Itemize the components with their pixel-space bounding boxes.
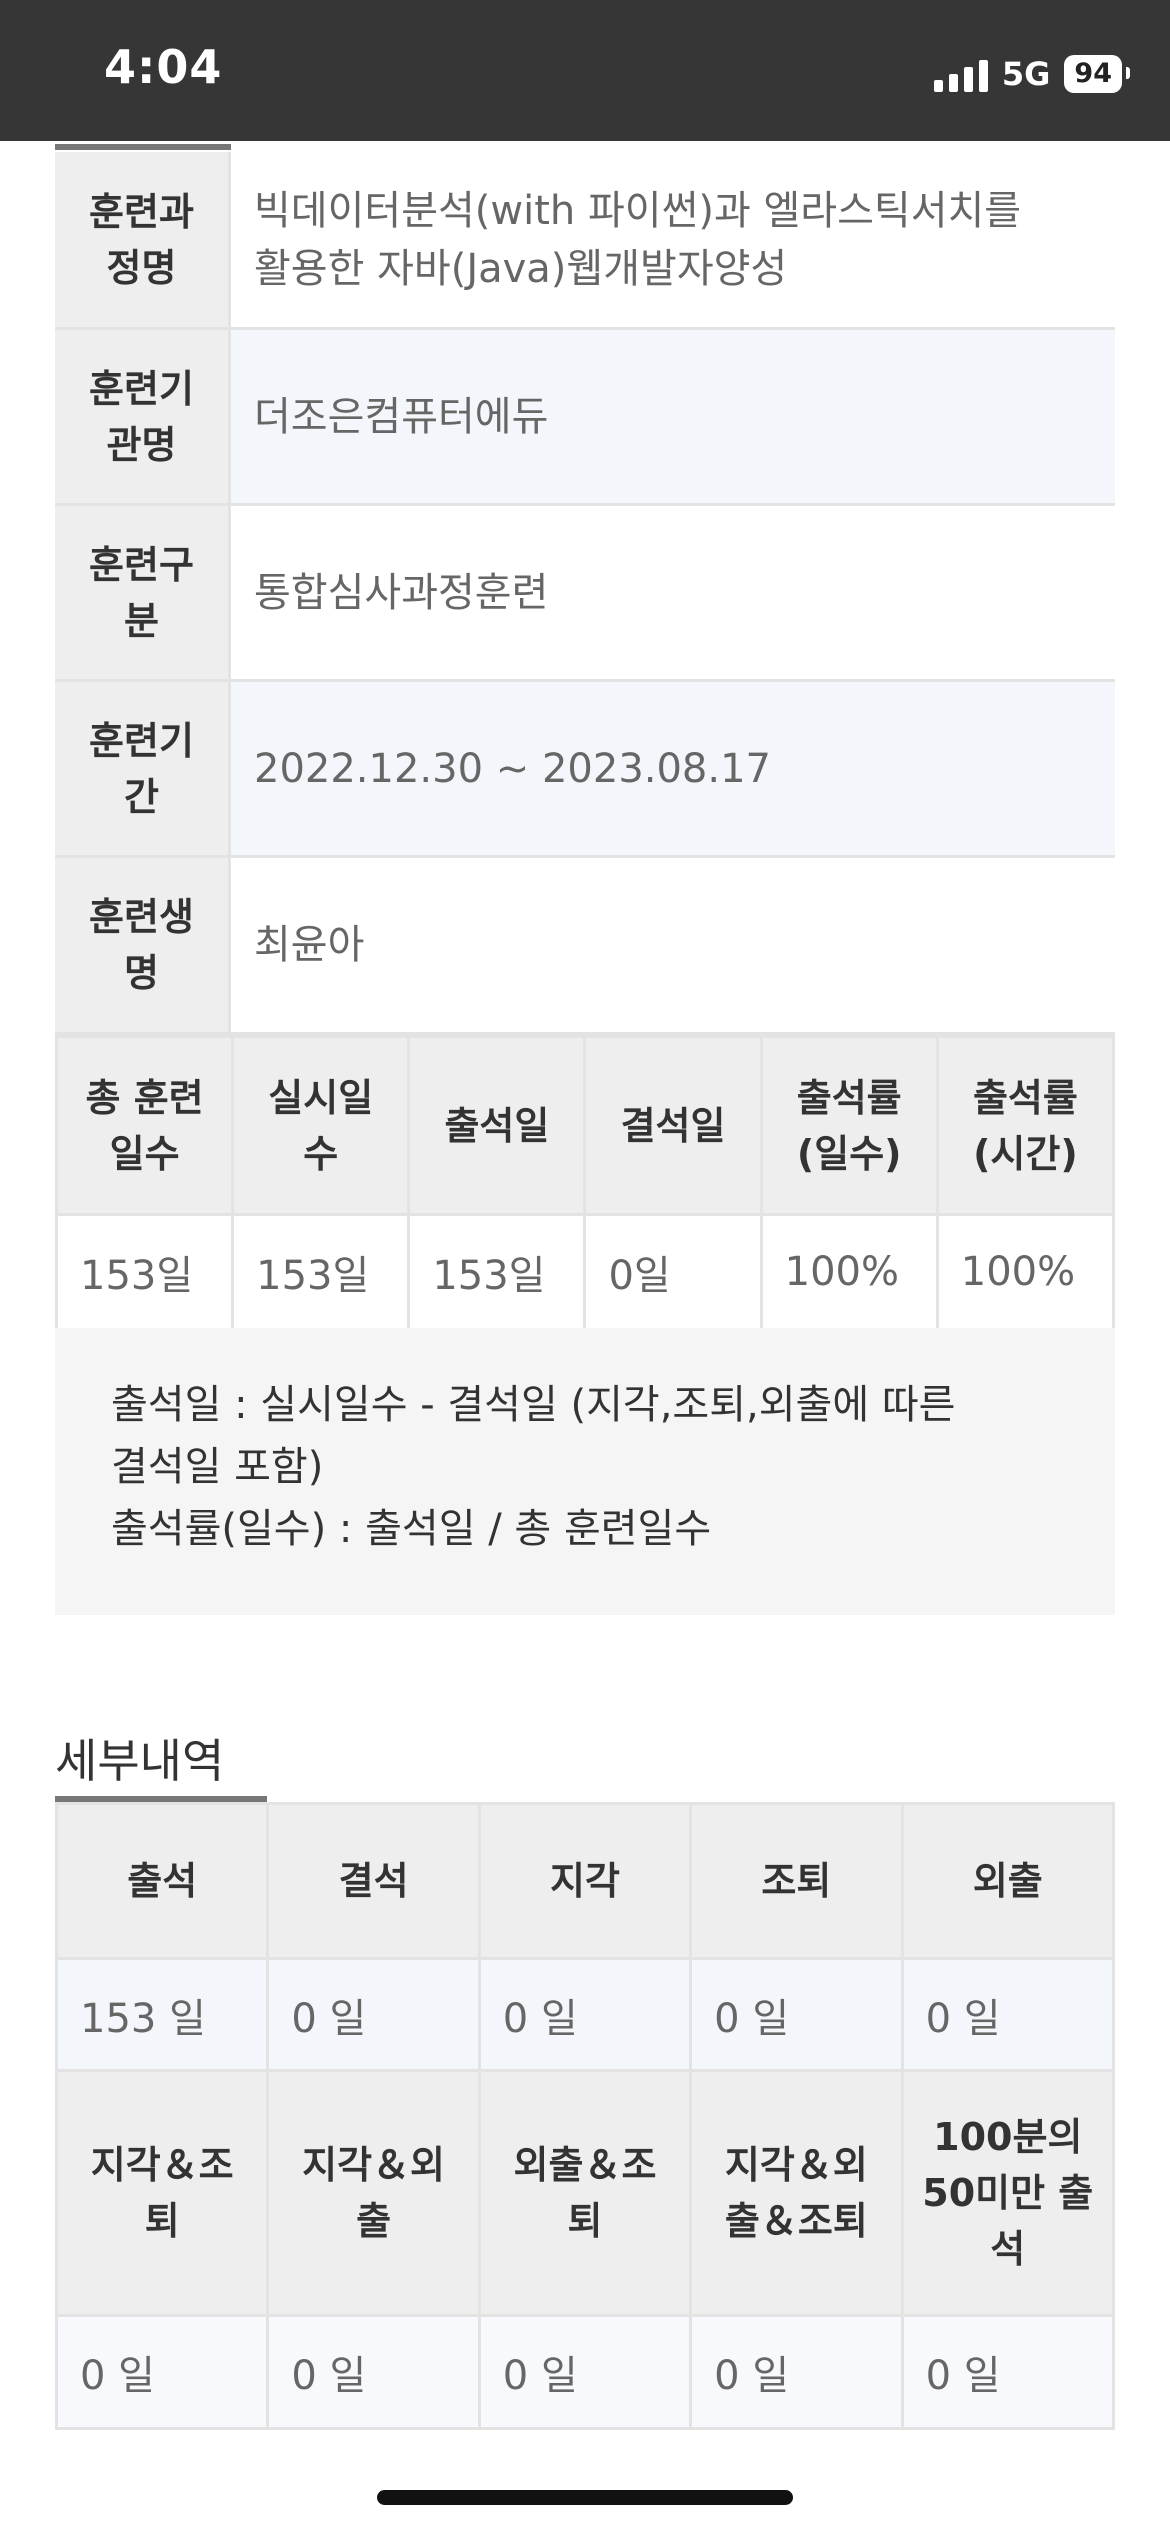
network-label: 5G	[1001, 55, 1051, 93]
info-value: 빅데이터분석(with 파이썬)과 엘라스틱서치를 활용한 자바(Java)웹개…	[231, 152, 1115, 327]
info-label-line: 간	[124, 774, 159, 819]
info-label-line: 명	[124, 951, 159, 995]
battery-icon: 94	[1064, 55, 1130, 93]
note-line: 출석률(일수) : 출석일 / 총 훈련일수	[111, 1506, 712, 1552]
info-row-institution: 훈련기 관명 더조은컴퓨터에듀	[55, 330, 1115, 506]
info-row-course-name: 훈련과 정명 빅데이터분석(with 파이썬)과 엘라스틱서치를 활용한 자바(…	[55, 152, 1115, 330]
detail-value: 153 일	[54, 1957, 270, 2072]
stats-header-rate-hours: 출석률 (시간)	[935, 1035, 1116, 1216]
info-label: 훈련기 관명	[55, 330, 231, 503]
detail-value-row-2: 0 일 0 일 0 일 0 일 0 일	[54, 2314, 1116, 2430]
info-label-line: 훈련기	[89, 718, 194, 763]
detail-header-late-early: 지각＆조 퇴	[54, 2069, 270, 2317]
detail-value: 0 일	[54, 2314, 270, 2430]
info-value: 2022.12.30 ~ 2023.08.17	[231, 682, 1115, 855]
detail-value: 0 일	[900, 2314, 1116, 2430]
attendance-stats-table: 총 훈련 일수 실시일 수 출석일 결석일 출석률 (일수) 출석률 (시간) 153일…	[54, 1035, 1116, 1331]
stats-header-total-days: 총 훈련 일수	[54, 1035, 235, 1216]
detail-table: 출석 결석 지각 조퇴 외출 153 일 0 일 0 일 0 일 0 일 지각＆…	[54, 1802, 1116, 2430]
home-indicator[interactable]	[377, 2490, 793, 2505]
detail-value: 0 일	[689, 2314, 904, 2430]
detail-value: 0 일	[477, 1957, 693, 2072]
detail-value: 0 일	[689, 1957, 904, 2072]
detail-value: 0 일	[266, 1957, 481, 2072]
course-info-table: 훈련과 정명 빅데이터분석(with 파이썬)과 엘라스틱서치를 활용한 자바(…	[55, 152, 1115, 1035]
info-label-line: 훈련구	[89, 542, 194, 587]
stats-value-row: 153일 153일 153일 0일 100% 100%	[54, 1213, 1116, 1331]
detail-value-row: 153 일 0 일 0 일 0 일 0 일	[54, 1957, 1116, 2072]
stats-value: 100%	[759, 1213, 939, 1331]
detail-header-attend: 출석	[54, 1802, 270, 1960]
stats-value: 153일	[54, 1213, 235, 1331]
info-row-trainee: 훈련생 명 최윤아	[55, 858, 1115, 1035]
info-label-line: 훈련생	[89, 895, 194, 939]
detail-header-absent: 결석	[266, 1802, 481, 1960]
info-row-type: 훈련구 분 통합심사과정훈련	[55, 506, 1115, 682]
info-value-line: 빅데이터분석(with 파이썬)과 엘라스틱서치를	[254, 187, 1022, 234]
note-line: 출석일 : 실시일수 - 결석일 (지각,조퇴,외출에 따른	[111, 1382, 956, 1428]
status-time: 4:04	[104, 40, 223, 94]
info-label-line: 분	[124, 598, 159, 643]
info-label-line: 훈련과	[89, 189, 194, 234]
detail-section-title: 세부내역	[55, 1734, 225, 1788]
detail-header-late: 지각	[477, 1802, 693, 1960]
stats-value: 100%	[935, 1213, 1116, 1331]
info-row-period: 훈련기 간 2022.12.30 ~ 2023.08.17	[55, 682, 1115, 858]
info-label-line: 훈련기	[89, 366, 194, 411]
stats-header-held-days: 실시일 수	[231, 1035, 411, 1216]
info-label: 훈련기 간	[55, 682, 231, 855]
stats-value: 153일	[231, 1213, 411, 1331]
detail-value: 0 일	[266, 2314, 481, 2430]
detail-header-outing-early: 외출＆조 퇴	[477, 2069, 693, 2317]
status-right: 5G 94	[933, 52, 1130, 96]
stats-header-row: 총 훈련 일수 실시일 수 출석일 결석일 출석률 (일수) 출석률 (시간)	[54, 1035, 1116, 1216]
detail-header-outing: 외출	[900, 1802, 1116, 1960]
attendance-note: 출석일 : 실시일수 - 결석일 (지각,조퇴,외출에 따른 결석일 포함) 출…	[55, 1328, 1115, 1615]
stats-value: 153일	[407, 1213, 587, 1331]
info-value: 최윤아	[254, 922, 365, 968]
detail-header-early-leave: 조퇴	[689, 1802, 904, 1960]
stats-header-rate-days: 출석률 (일수)	[759, 1035, 939, 1216]
detail-title-underline	[55, 1796, 267, 1802]
info-top-accent	[55, 144, 231, 150]
info-label-line: 관명	[106, 422, 177, 467]
signal-icon	[933, 56, 988, 92]
info-label: 훈련구 분	[55, 506, 231, 679]
stats-value: 0일	[583, 1213, 763, 1331]
note-line: 결석일 포함)	[111, 1444, 324, 1490]
status-bar: 4:04 5G 94	[0, 0, 1170, 141]
detail-header-row: 출석 결석 지각 조퇴 외출	[54, 1802, 1116, 1960]
info-label: 훈련과 정명	[55, 152, 231, 327]
info-value: 더조은컴퓨터에듀	[231, 330, 1115, 503]
detail-value: 0 일	[900, 1957, 1116, 2072]
stats-header-attended: 출석일	[407, 1035, 587, 1216]
detail-value: 0 일	[477, 2314, 693, 2430]
stats-header-absent: 결석일	[583, 1035, 763, 1216]
info-label-line: 정명	[106, 245, 177, 290]
info-value: 통합심사과정훈련	[254, 569, 549, 616]
detail-header-late-outing-early: 지각＆외 출＆조퇴	[689, 2069, 904, 2317]
info-label: 훈련생 명	[55, 858, 231, 1032]
info-value-line: 활용한 자바(Java)웹개발자양성	[254, 245, 788, 292]
detail-header-late-outing: 지각＆외 출	[266, 2069, 481, 2317]
